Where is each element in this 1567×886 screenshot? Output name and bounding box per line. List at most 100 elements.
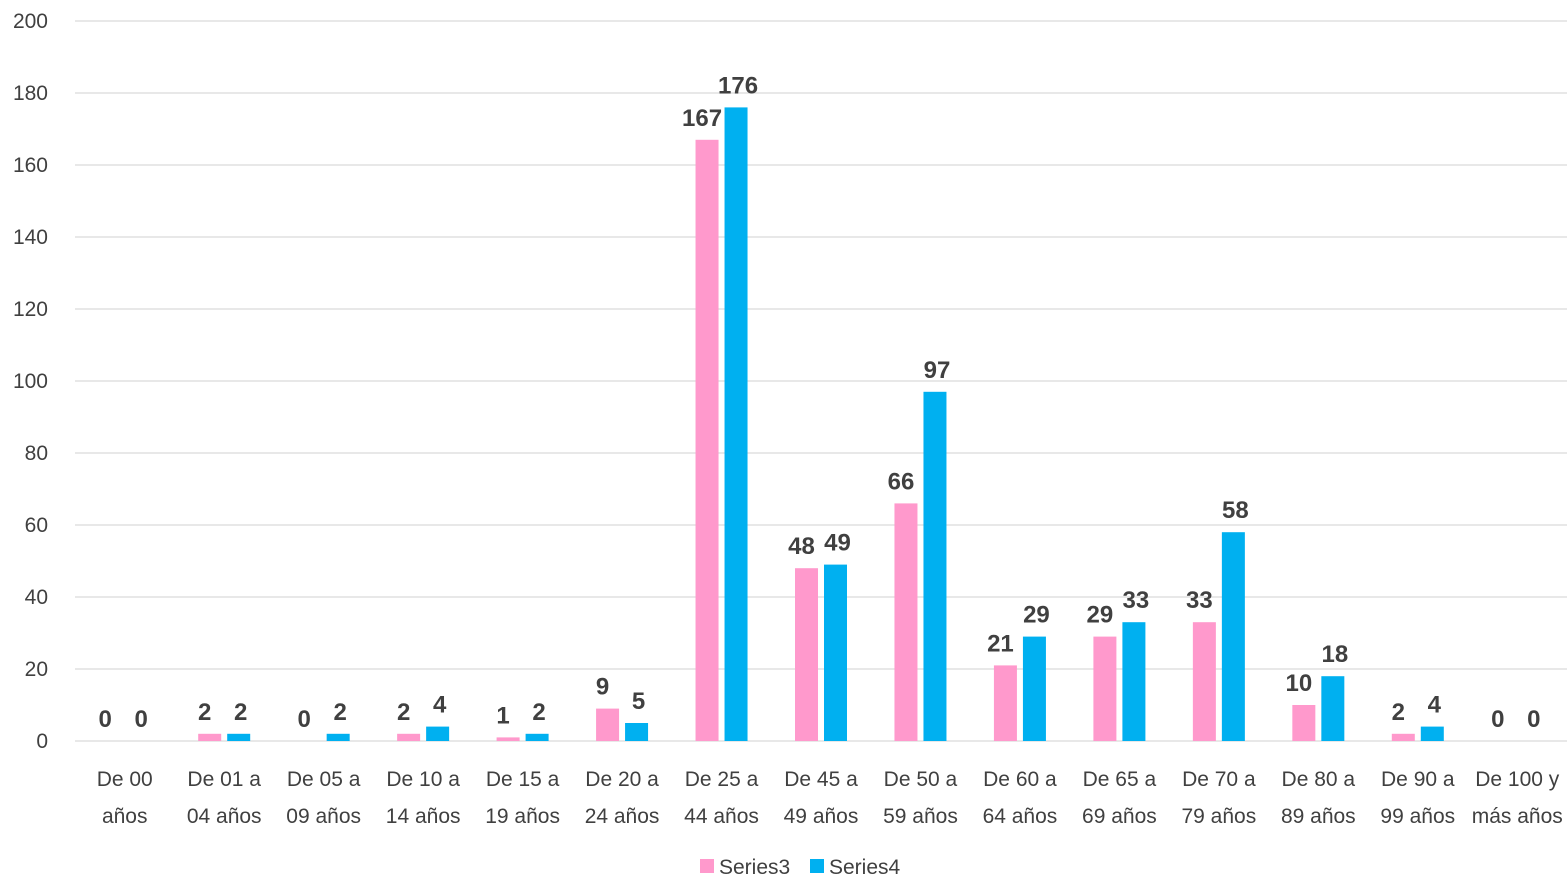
x-category-label: 79 años: [1181, 805, 1256, 828]
data-label: 0: [297, 706, 310, 733]
data-label: 2: [198, 699, 211, 726]
data-label: 18: [1321, 641, 1348, 668]
bar-series4-8: [923, 391, 947, 741]
legend-label: Series3: [719, 856, 790, 879]
x-category-label: De 90 a: [1381, 768, 1455, 791]
x-category-label: De 10 a: [386, 768, 460, 791]
bar-series4-13: [1420, 726, 1444, 741]
data-label: 4: [1428, 692, 1442, 719]
data-label: 0: [99, 706, 112, 733]
x-category-label: De 15 a: [486, 768, 560, 791]
bar-series3-13: [1391, 733, 1415, 741]
data-label: 2: [532, 699, 545, 726]
data-label: 33: [1186, 587, 1213, 614]
bar-series4-11: [1221, 532, 1245, 741]
data-label: 4: [433, 692, 447, 719]
data-label: 2: [234, 699, 247, 726]
x-category-label: 59 años: [883, 805, 958, 828]
data-label: 29: [1023, 602, 1050, 629]
x-category-label: De 60 a: [983, 768, 1057, 791]
data-label: 9: [596, 674, 609, 701]
data-label: 97: [924, 357, 951, 384]
data-label: 49: [824, 530, 851, 557]
x-category-label: De 00: [97, 768, 153, 791]
x-category-label: De 20 a: [585, 768, 659, 791]
data-label: 0: [135, 706, 148, 733]
x-category-label: 24 años: [585, 805, 660, 828]
data-label: 0: [1491, 706, 1504, 733]
y-tick-label: 40: [25, 586, 48, 609]
bar-series3-8: [894, 503, 918, 741]
data-label: 2: [397, 699, 410, 726]
bar-series4-6: [724, 107, 748, 741]
bar-series3-1: [198, 733, 222, 741]
y-tick-label: 100: [13, 370, 48, 393]
x-category-label: años: [102, 805, 148, 828]
x-category-label: 64 años: [983, 805, 1058, 828]
x-category-label: 19 años: [485, 805, 560, 828]
bars: [198, 107, 1444, 742]
data-label: 167: [682, 105, 722, 132]
x-category-label: De 45 a: [784, 768, 858, 791]
bar-series4-5: [625, 723, 649, 741]
bar-series3-11: [1192, 622, 1216, 741]
bar-series3-4: [496, 737, 520, 741]
x-category-label: De 25 a: [685, 768, 759, 791]
bar-series4-4: [525, 733, 549, 741]
data-label: 58: [1222, 497, 1249, 524]
x-category-label: De 100 y: [1475, 768, 1560, 791]
x-category-label: 14 años: [386, 805, 461, 828]
x-category-label: De 80 a: [1282, 768, 1356, 791]
bar-series3-12: [1292, 705, 1316, 741]
data-label: 0: [1527, 706, 1540, 733]
x-category-label: 49 años: [784, 805, 859, 828]
x-category-label: 69 años: [1082, 805, 1157, 828]
gridlines: [75, 20, 1567, 742]
bar-series4-3: [426, 726, 450, 741]
bar-series3-3: [397, 733, 421, 741]
y-tick-label: 180: [13, 82, 48, 105]
legend-swatch-series3: [700, 859, 714, 873]
bar-series4-9: [1022, 636, 1046, 741]
x-category-label: 99 años: [1380, 805, 1455, 828]
x-category-label: 44 años: [684, 805, 759, 828]
data-label: 29: [1087, 602, 1114, 629]
y-tick-label: 120: [13, 298, 48, 321]
bar-series3-5: [596, 708, 620, 741]
legend: Series3 Series4: [700, 856, 901, 879]
x-category-label: De 50 a: [884, 768, 958, 791]
x-category-label: 09 años: [286, 805, 361, 828]
x-category-label: De 70 a: [1182, 768, 1256, 791]
data-label: 21: [987, 630, 1014, 657]
legend-swatch-series4: [810, 859, 824, 873]
data-label: 48: [788, 533, 815, 560]
data-label: 2: [333, 699, 346, 726]
bar-series4-2: [326, 733, 350, 741]
data-label: 176: [718, 72, 758, 99]
y-tick-label: 80: [25, 442, 48, 465]
bar-series3-7: [795, 568, 818, 741]
bar-series3-9: [993, 665, 1017, 741]
x-axis-categories: De 00 años De 01 a 04 años De 05 a 09 años De …: [97, 768, 1563, 828]
y-tick-label: 160: [13, 154, 48, 177]
x-category-label: 89 años: [1281, 805, 1356, 828]
y-tick-label: 0: [36, 730, 48, 753]
bar-series4-7: [824, 564, 847, 741]
x-category-label: 04 años: [187, 805, 262, 828]
x-category-label: más años: [1472, 805, 1563, 828]
y-tick-label: 140: [13, 226, 48, 249]
x-category-label: De 05 a: [287, 768, 361, 791]
data-label: 5: [632, 688, 645, 715]
legend-label: Series4: [829, 856, 901, 879]
bar-series3-10: [1093, 636, 1117, 741]
y-tick-label: 200: [13, 10, 48, 33]
y-axis-ticks: 0 20 40 60 80 100 120 140 160 180 200: [13, 10, 48, 753]
data-label: 2: [1392, 699, 1405, 726]
bar-series4-12: [1321, 676, 1345, 741]
y-tick-label: 20: [25, 658, 48, 681]
data-label: 1: [496, 702, 509, 729]
data-label: 10: [1285, 670, 1312, 697]
